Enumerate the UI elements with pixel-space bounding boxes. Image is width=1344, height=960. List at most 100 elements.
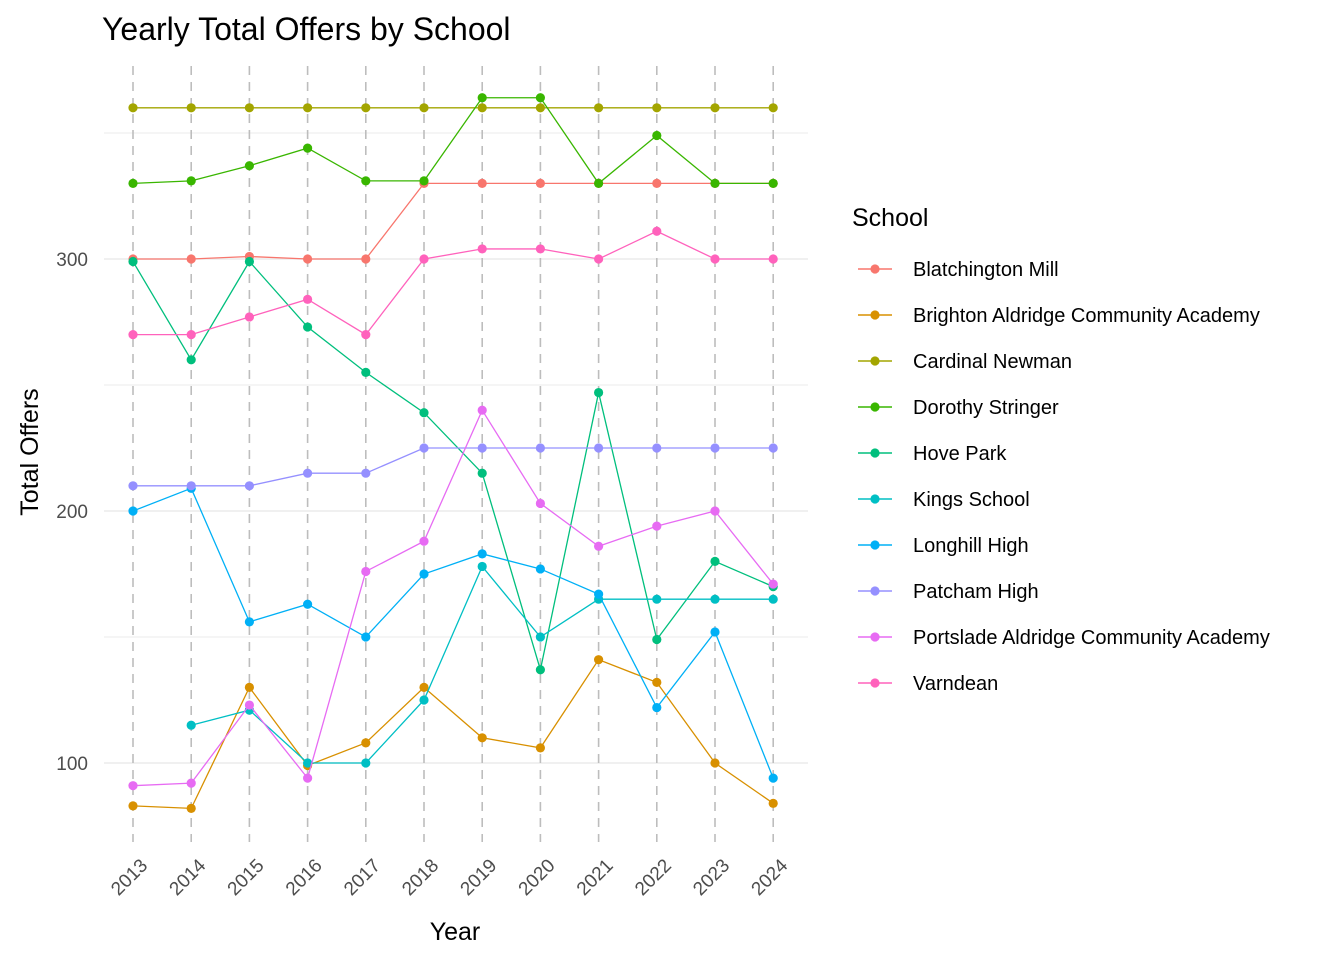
data-point <box>186 803 196 813</box>
data-point <box>710 103 720 113</box>
data-point <box>535 743 546 753</box>
x-tick-label: 2024 <box>748 855 793 900</box>
y-axis-ticks: 100 200 300 <box>56 250 88 775</box>
legend-label: Blatchington Mill <box>913 259 1059 281</box>
data-point <box>535 665 546 675</box>
data-point <box>128 801 138 811</box>
data-point <box>710 506 720 516</box>
legend-key-point <box>870 264 880 274</box>
data-point <box>303 322 313 332</box>
legend-label: Dorothy Stringer <box>913 397 1059 419</box>
data-point <box>244 103 254 113</box>
data-point <box>652 130 662 141</box>
legend-label: Hove Park <box>913 443 1007 465</box>
data-point <box>535 632 546 642</box>
series <box>128 226 778 340</box>
legend-item: Blatchington Mill <box>858 259 1059 281</box>
data-point <box>361 758 371 768</box>
data-point <box>361 103 371 113</box>
data-point <box>361 330 371 340</box>
data-point <box>710 758 720 768</box>
data-point <box>710 594 720 604</box>
series-line <box>132 487 774 779</box>
data-point <box>535 564 546 574</box>
y-tick-label: 200 <box>56 502 88 523</box>
legend-label: Patcham High <box>913 581 1039 603</box>
legend: School Blatchington Mill Brighton Aldridg… <box>852 204 1270 695</box>
data-point <box>303 758 313 768</box>
series <box>128 655 778 813</box>
x-tick-label: 2017 <box>340 855 385 900</box>
data-point <box>652 443 662 453</box>
series-line <box>132 97 774 185</box>
data-point <box>186 330 196 340</box>
legend-item: Dorothy Stringer <box>858 397 1059 419</box>
series-line <box>133 230 774 336</box>
x-tick-label: 2013 <box>107 855 152 900</box>
series <box>128 103 778 113</box>
data-point <box>361 738 371 748</box>
data-point <box>361 367 371 377</box>
data-point <box>303 773 313 783</box>
data-point <box>303 599 313 609</box>
data-point <box>361 632 371 642</box>
y-axis-title: Total Offers <box>16 388 44 515</box>
data-point <box>594 541 604 551</box>
x-tick-label: 2018 <box>398 855 443 900</box>
legend-item: Kings School <box>858 489 1030 511</box>
data-point <box>710 556 720 567</box>
data-point <box>477 561 487 572</box>
data-point <box>477 549 487 559</box>
legend-key-point <box>870 356 880 366</box>
data-point <box>244 617 254 627</box>
data-point <box>128 256 138 267</box>
x-tick-label: 2023 <box>689 855 734 900</box>
data-point <box>710 178 720 188</box>
data-point <box>419 682 429 693</box>
data-point <box>710 443 720 453</box>
data-point <box>535 103 546 113</box>
series <box>128 93 778 188</box>
series-line <box>133 447 774 487</box>
data-point <box>477 468 487 478</box>
y-tick-label: 100 <box>56 754 88 775</box>
legend-key-point <box>870 448 880 458</box>
data-point <box>419 176 429 186</box>
chart-title: Yearly Total Offers by School <box>102 11 511 47</box>
data-point <box>128 103 138 113</box>
data-point <box>477 405 487 415</box>
legend-item: Varndean <box>858 673 998 695</box>
data-point <box>361 176 371 186</box>
series <box>128 405 778 791</box>
data-point <box>594 443 604 453</box>
legend-label: Brighton Aldridge Community Academy <box>913 305 1260 327</box>
x-tick-label: 2019 <box>457 855 502 900</box>
x-axis-title: Year <box>430 918 481 946</box>
legend-key-point <box>870 632 880 642</box>
data-point <box>652 226 662 236</box>
legend-key-point <box>870 678 880 688</box>
data-point <box>652 521 662 531</box>
data-point <box>652 702 662 713</box>
series <box>128 256 778 675</box>
data-point <box>361 254 371 264</box>
data-point <box>477 244 487 254</box>
data-point <box>768 798 778 808</box>
legend-key-point <box>870 586 880 596</box>
data-point <box>768 594 778 604</box>
x-tick-label: 2015 <box>224 855 269 900</box>
legend-key-point <box>870 540 880 550</box>
data-point <box>768 254 778 264</box>
legend-title: School <box>852 204 928 232</box>
grid <box>104 66 808 842</box>
series <box>128 483 778 783</box>
data-point <box>652 178 662 188</box>
data-point <box>594 589 604 599</box>
series-line <box>132 408 774 787</box>
data-point <box>594 254 604 264</box>
data-point <box>186 778 196 788</box>
legend-item: Hove Park <box>858 443 1007 465</box>
legend-label: Longhill High <box>913 535 1029 557</box>
data-point <box>477 93 487 103</box>
